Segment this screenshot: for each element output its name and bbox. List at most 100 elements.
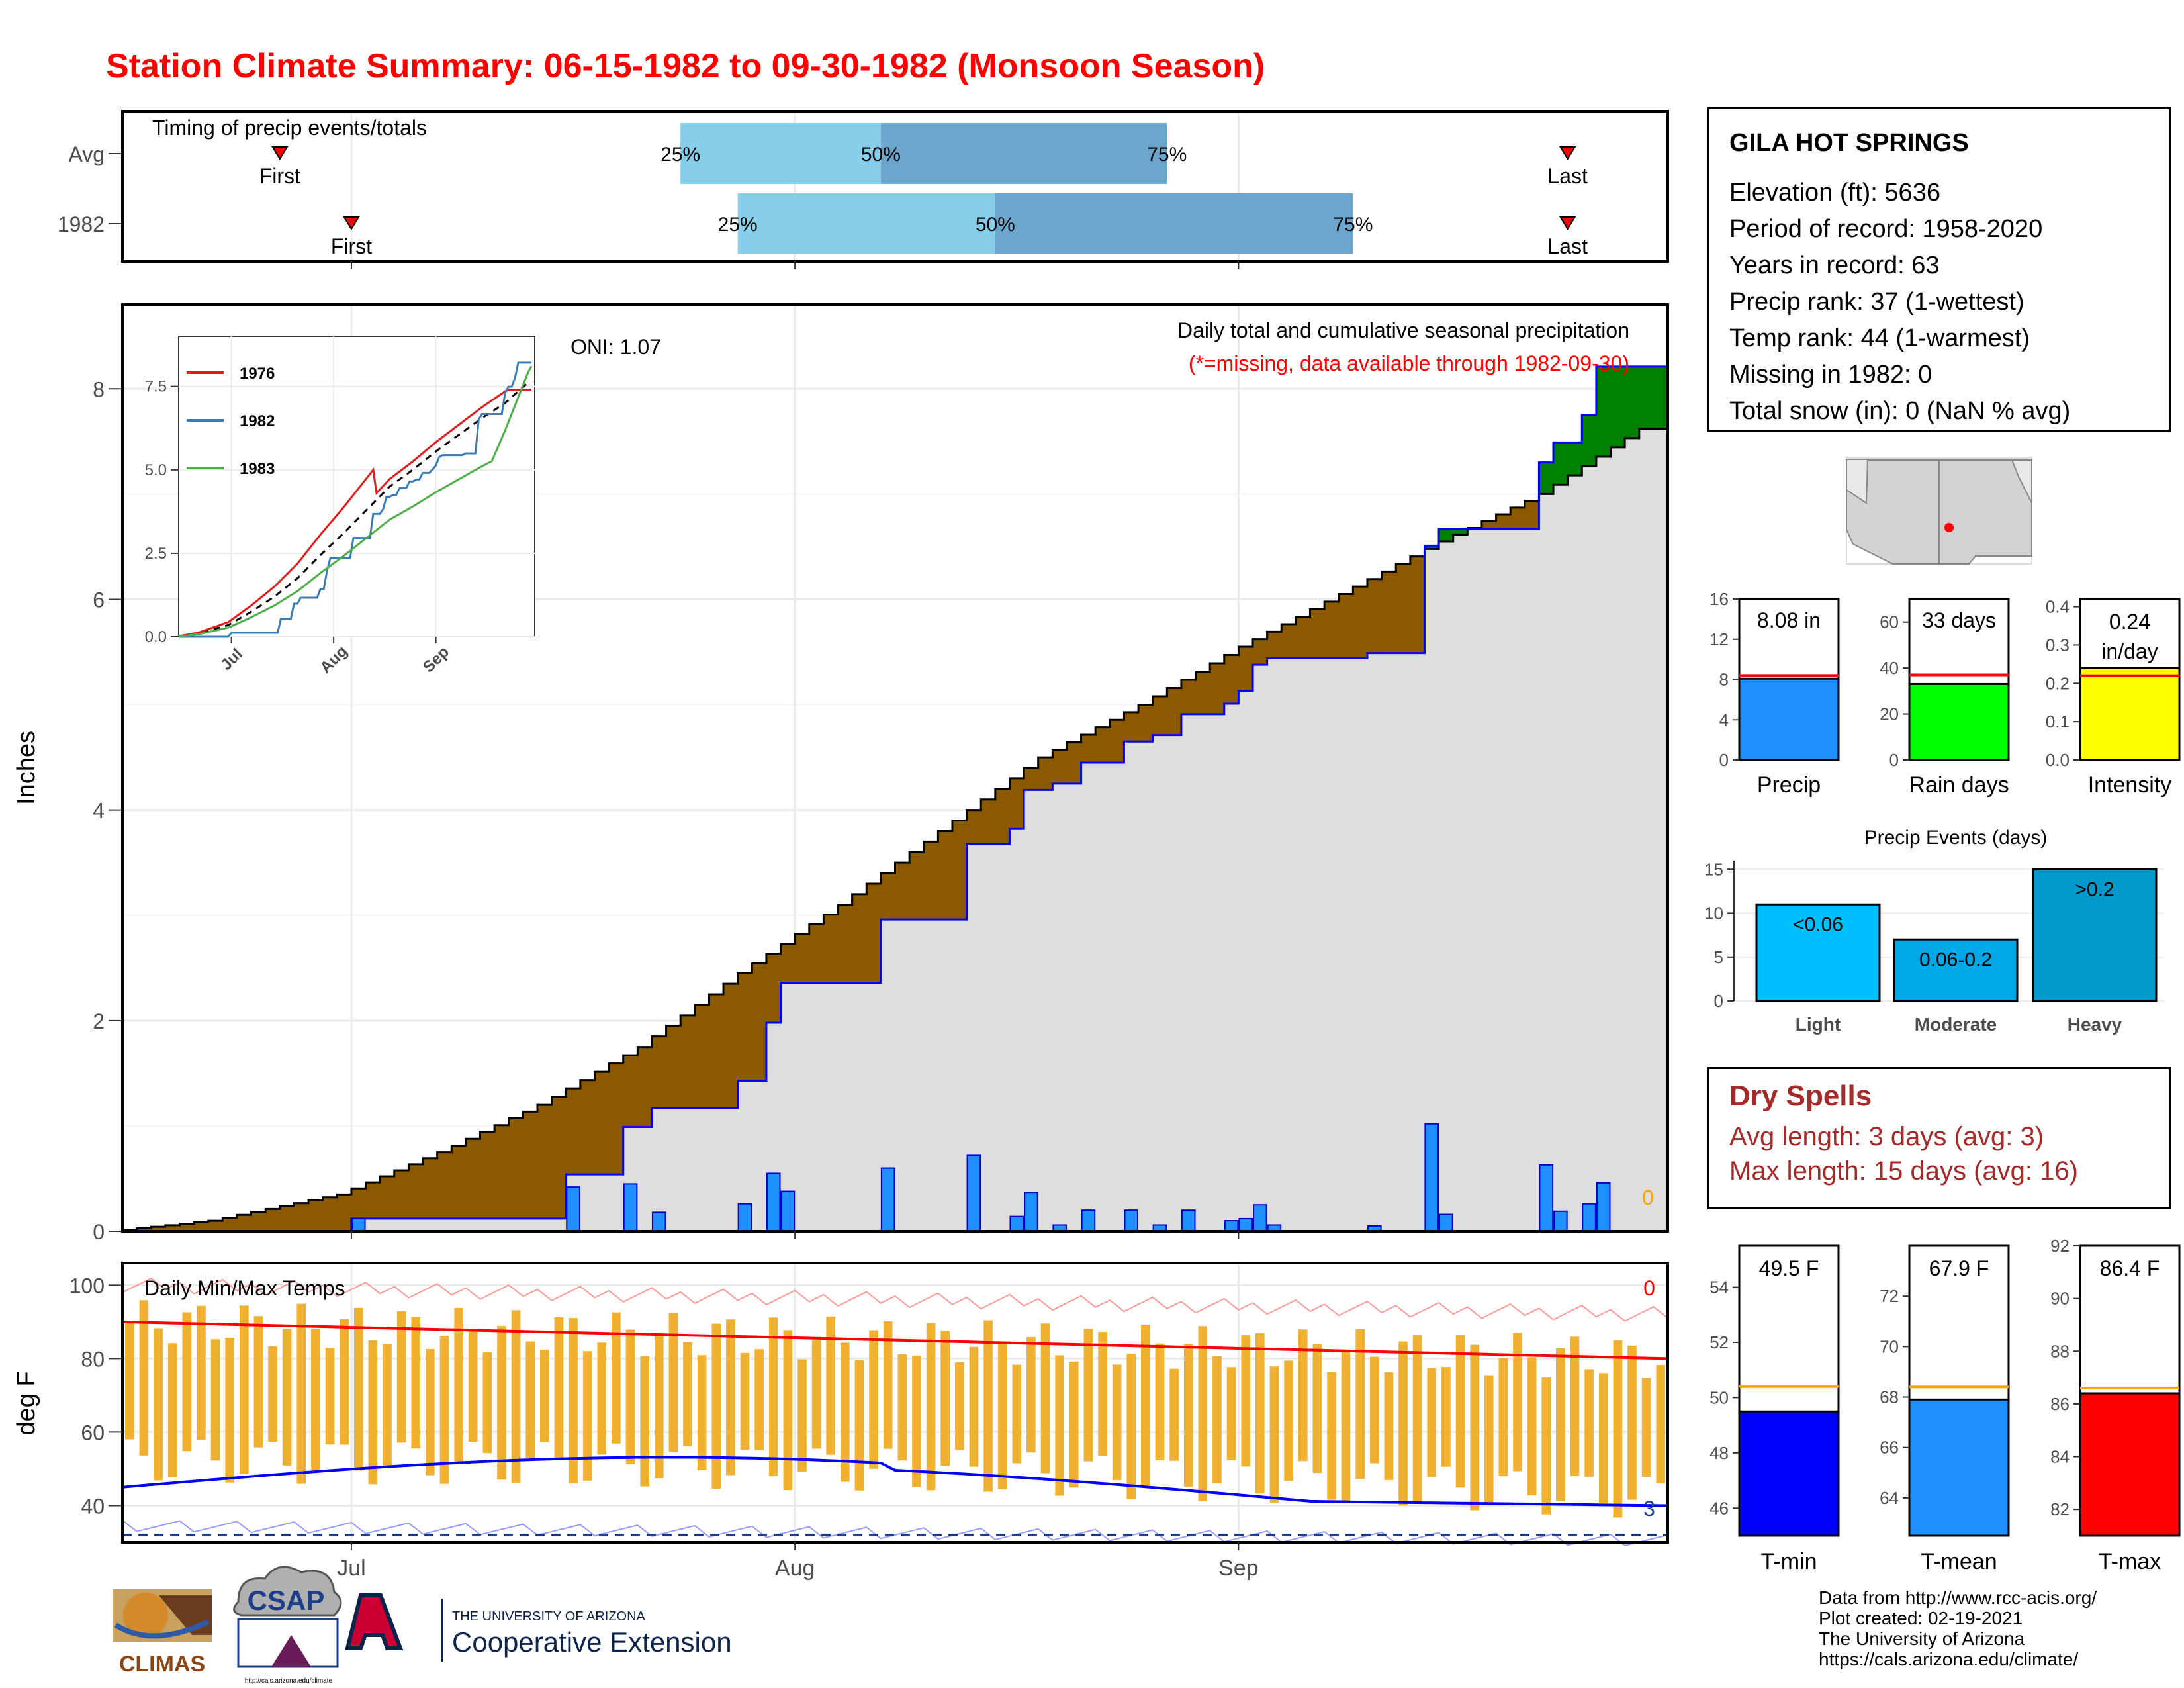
climas-logo-text: CLIMAS — [119, 1652, 205, 1677]
daily-temp-bar — [525, 1341, 535, 1458]
below-average-fill — [637, 1047, 653, 1127]
below-average-fill — [694, 1004, 709, 1108]
temp-xtick-label: Jul — [337, 1556, 365, 1581]
events-ytick-label: 5 — [1714, 947, 1723, 967]
events-title: Precip Events (days) — [1864, 827, 2048, 849]
temp-bar-label: T-mean — [1921, 1549, 1997, 1574]
daily-temp-bar — [539, 1350, 549, 1442]
below-average-fill — [1396, 564, 1411, 653]
ua-logo: THE UNIVERSITY OF ARIZONA Cooperative Ex… — [345, 1593, 732, 1662]
daily-temp-bar — [139, 1300, 149, 1456]
daily-precip-bar — [1539, 1164, 1554, 1232]
daily-temp-bar — [1112, 1364, 1122, 1480]
temp-bar-t-max — [2079, 1392, 2181, 1537]
timing-panel: Timing of precip events/totals Avg 25% 50% 7… — [58, 110, 1669, 269]
below-average-fill — [1195, 671, 1210, 714]
below-average-fill — [1167, 688, 1182, 735]
below-average-fill — [1009, 778, 1024, 829]
daily-temp-bar — [1513, 1333, 1522, 1472]
below-average-fill — [1295, 616, 1310, 659]
temp-ytick-label: 100 — [69, 1274, 105, 1297]
temp-missing-min: 3 — [1643, 1497, 1655, 1521]
below-average-fill — [1496, 514, 1511, 529]
below-average-fill — [895, 863, 910, 920]
below-average-fill — [1353, 586, 1368, 659]
daily-temp-bar — [1155, 1343, 1165, 1460]
below-average-fill — [1310, 609, 1325, 659]
daily-precip-bar — [1439, 1213, 1453, 1232]
daily-precip-bar — [880, 1167, 895, 1232]
temp-bar-ytick-label: 48 — [1709, 1443, 1729, 1463]
below-average-fill — [609, 1063, 624, 1175]
precip-events-chart: Precip Events (days) 0 5 10 15 <0.06 Light 0.06… — [1704, 827, 2164, 1035]
credit-line: Plot created: 02-19-2021 — [1819, 1608, 2023, 1628]
below-average-fill — [151, 1227, 166, 1231]
daily-temp-bar — [1613, 1340, 1623, 1518]
daily-temp-bar — [439, 1335, 449, 1484]
daily-temp-bar — [554, 1317, 564, 1459]
daily-temp-bar — [1412, 1335, 1422, 1503]
below-average-fill — [394, 1170, 409, 1219]
below-average-fill — [322, 1197, 338, 1231]
average-cumulative-line — [122, 428, 1668, 1231]
temp-bar-ytick-label: 82 — [2050, 1499, 2070, 1519]
daily-temp-bar — [854, 1360, 864, 1491]
events-ytick-label: 15 — [1704, 859, 1723, 879]
daily-temp-bar — [940, 1331, 950, 1466]
below-average-fill — [795, 934, 810, 983]
below-average-fill — [952, 820, 968, 920]
last-label: Last — [1547, 234, 1588, 258]
daily-temp-bar — [383, 1344, 392, 1466]
daily-temp-bar — [167, 1343, 177, 1478]
summary-bar-ytick-label: 40 — [1880, 658, 1899, 678]
daily-precip-bar — [1553, 1210, 1568, 1232]
daily-temp-bar — [983, 1320, 993, 1492]
temp-bar-ytick-label: 92 — [2050, 1236, 2070, 1256]
daily-temp-bar — [340, 1319, 349, 1445]
below-average-fill — [1481, 521, 1497, 529]
daily-temp-bar — [482, 1352, 492, 1454]
below-average-fill — [580, 1080, 595, 1175]
temp-bar-value: 49.5 F — [1759, 1256, 1819, 1280]
below-average-fill — [351, 1188, 367, 1219]
summary-bar-ytick-label: 0 — [1889, 750, 1899, 770]
daily-temp-bar — [1069, 1361, 1079, 1488]
daily-temp-bar — [997, 1343, 1007, 1489]
above-average-fill — [1439, 528, 1454, 541]
daily-temp-bar — [897, 1354, 907, 1461]
below-average-fill — [1524, 500, 1539, 529]
station-precip-rank: Precip rank: 37 (1-wettest) — [1729, 288, 2025, 316]
daily-precip-bar — [1224, 1220, 1239, 1233]
daily-temp-bar — [1141, 1325, 1150, 1486]
daily-temp-bar — [1484, 1375, 1494, 1503]
inset-series-1976 — [178, 389, 532, 637]
daily-precip-bar — [1253, 1204, 1267, 1233]
daily-temp-bar — [926, 1323, 936, 1491]
below-average-fill — [623, 1055, 638, 1127]
daily-precip-bar — [1124, 1209, 1139, 1232]
temp-bar-ytick-label: 52 — [1709, 1333, 1729, 1352]
daily-temp-bar — [1441, 1367, 1451, 1467]
below-average-fill — [995, 788, 1010, 844]
daily-temp-bar — [197, 1305, 206, 1440]
temp-bar-ytick-label: 72 — [1880, 1286, 1899, 1306]
daily-temp-bar — [811, 1340, 821, 1449]
summary-bar-ytick-label: 0.4 — [2046, 597, 2070, 617]
summary-bars: 8.08 in 0 4 8 12 16 Precip 33 days 0 20 40 60 Rain d… — [1709, 589, 2181, 798]
daily-temp-bar — [1241, 1335, 1251, 1467]
daily-temp-bar — [268, 1346, 277, 1442]
station-name: GILA HOT SPRINGS — [1729, 129, 1969, 157]
temp-ytick-label: 80 — [81, 1347, 105, 1371]
daily-temp-bar — [612, 1312, 621, 1444]
below-average-fill — [923, 841, 938, 920]
temp-panel-label: Daily Min/Max Temps — [144, 1276, 345, 1300]
temp-bar-ytick-label: 88 — [2050, 1341, 2070, 1361]
station-snow: Total snow (in): 0 (NaN % avg) — [1729, 397, 2071, 425]
timing-panel-border — [121, 110, 1669, 263]
daily-temp-bar — [1384, 1372, 1394, 1480]
temp-bar-ytick-label: 66 — [1880, 1438, 1899, 1458]
temp-bar-value: 67.9 F — [1929, 1256, 1989, 1280]
temp-bar-ytick-label: 68 — [1880, 1387, 1899, 1407]
below-average-fill — [494, 1125, 510, 1219]
daily-temp-bar — [597, 1342, 607, 1455]
